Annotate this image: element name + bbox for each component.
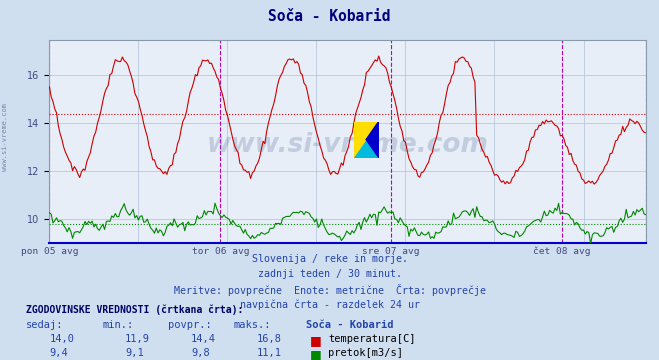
Text: www.si-vreme.com: www.si-vreme.com <box>2 103 9 171</box>
Text: ■: ■ <box>310 348 322 360</box>
Text: www.si-vreme.com: www.si-vreme.com <box>207 132 488 158</box>
Text: čet 08 avg: čet 08 avg <box>533 247 591 256</box>
Text: 9,8: 9,8 <box>191 348 210 358</box>
Text: Soča - Kobarid: Soča - Kobarid <box>268 9 391 24</box>
Text: maks.:: maks.: <box>234 320 272 330</box>
Text: 16,8: 16,8 <box>257 334 282 344</box>
Text: 14,0: 14,0 <box>49 334 74 344</box>
Text: navpična črta - razdelek 24 ur: navpična črta - razdelek 24 ur <box>239 299 420 310</box>
Text: povpr.:: povpr.: <box>168 320 212 330</box>
Text: Meritve: povprečne  Enote: metrične  Črta: povprečje: Meritve: povprečne Enote: metrične Črta:… <box>173 284 486 296</box>
Text: min.:: min.: <box>102 320 133 330</box>
Text: zadnji teden / 30 minut.: zadnji teden / 30 minut. <box>258 269 401 279</box>
Text: Slovenija / reke in morje.: Slovenija / reke in morje. <box>252 254 407 264</box>
Text: sedaj:: sedaj: <box>26 320 64 330</box>
Polygon shape <box>354 122 379 158</box>
Text: 11,1: 11,1 <box>257 348 282 358</box>
Text: ZGODOVINSKE VREDNOSTI (črtkana črta):: ZGODOVINSKE VREDNOSTI (črtkana črta): <box>26 304 244 315</box>
Text: 9,1: 9,1 <box>125 348 144 358</box>
Text: ■: ■ <box>310 334 322 347</box>
Text: tor 06 avg: tor 06 avg <box>192 247 249 256</box>
Polygon shape <box>366 122 379 158</box>
Text: sre 07 avg: sre 07 avg <box>362 247 420 256</box>
Text: pretok[m3/s]: pretok[m3/s] <box>328 348 403 358</box>
Text: 11,9: 11,9 <box>125 334 150 344</box>
Text: 9,4: 9,4 <box>49 348 68 358</box>
Text: temperatura[C]: temperatura[C] <box>328 334 416 344</box>
Text: Soča - Kobarid: Soča - Kobarid <box>306 320 394 330</box>
Text: 14,4: 14,4 <box>191 334 216 344</box>
Text: pon 05 avg: pon 05 avg <box>20 247 78 256</box>
